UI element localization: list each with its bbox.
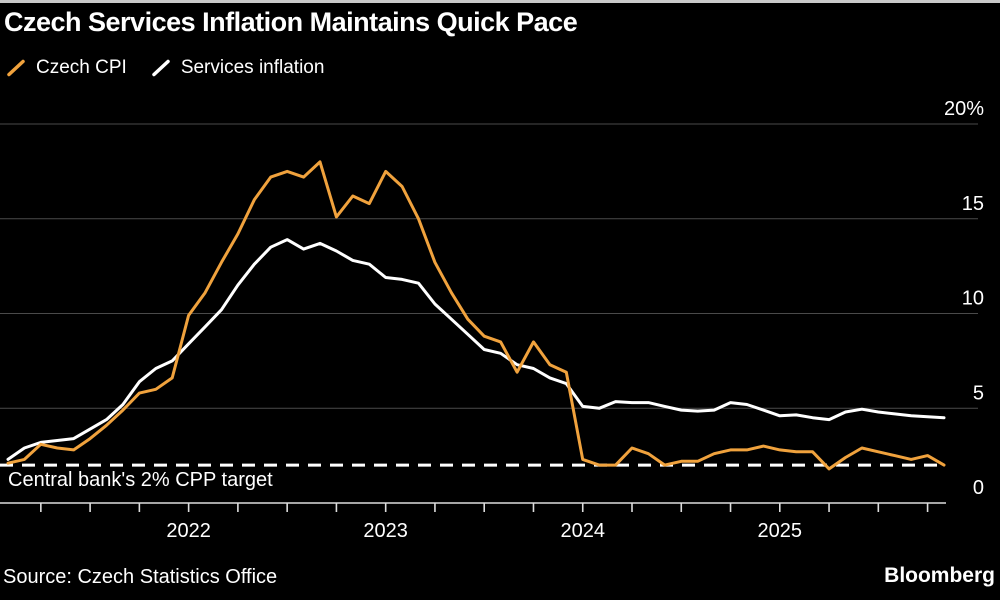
page-title: Czech Services Inflation Maintains Quick… xyxy=(4,7,578,37)
y-axis-label: 20% xyxy=(944,98,984,120)
x-axis-year-label: 2022 xyxy=(166,520,211,542)
legend-label-czech-cpi: Czech CPI xyxy=(36,57,127,78)
x-axis-year-label: 2023 xyxy=(363,520,408,542)
series-line-czech-cpi xyxy=(6,160,946,471)
brand-logo: Bloomberg xyxy=(884,564,995,587)
y-axis-label: 5 xyxy=(973,382,984,404)
legend: Czech CPI Services inflation xyxy=(6,57,324,79)
legend-item-services-inflation: Services inflation xyxy=(151,57,325,79)
source-text: Source: Czech Statistics Office xyxy=(3,566,278,588)
top-border xyxy=(0,0,1000,3)
x-axis-year-label: 2024 xyxy=(560,520,605,542)
czech-cpi-slash-icon xyxy=(7,59,25,77)
y-axis-label: 15 xyxy=(962,193,984,215)
target-label: Central bank's 2% CPP target xyxy=(8,469,273,491)
y-axis-label: 0 xyxy=(973,477,984,499)
legend-item-czech-cpi: Czech CPI xyxy=(6,57,127,79)
x-axis-year-label: 2025 xyxy=(758,520,803,542)
legend-label-services-inflation: Services inflation xyxy=(180,57,325,78)
services-inflation-slash-icon xyxy=(152,59,170,77)
series-line-services-inflation xyxy=(6,238,946,461)
y-axis-label: 10 xyxy=(962,288,984,310)
